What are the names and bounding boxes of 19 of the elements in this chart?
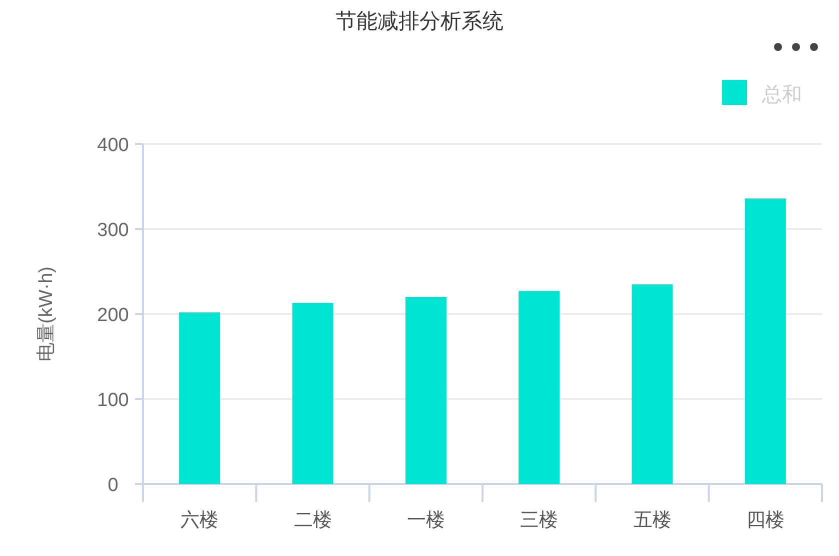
y-tick-label: 200 xyxy=(97,305,129,326)
y-tick-label: 400 xyxy=(97,135,129,156)
bar xyxy=(292,302,334,484)
bar xyxy=(405,297,446,484)
bar xyxy=(179,312,220,484)
chart-title: 节能减排分析系统 xyxy=(336,10,504,33)
y-tick-label: 100 xyxy=(97,390,129,411)
y-tick-label: 0 xyxy=(108,475,118,496)
x-tick-label: 六楼 xyxy=(180,509,219,531)
bar xyxy=(632,284,673,484)
bar xyxy=(518,291,560,484)
x-tick-label: 五楼 xyxy=(633,510,672,531)
y-tick-label: 300 xyxy=(97,220,129,241)
x-tick-label: 一楼 xyxy=(406,510,445,531)
x-tick-label: 四楼 xyxy=(746,510,784,531)
x-tick-label: 三楼 xyxy=(520,510,558,531)
bar xyxy=(744,198,786,484)
x-tick-label: 二楼 xyxy=(294,510,332,531)
y-axis-title: 电量(kW·h) xyxy=(36,266,57,362)
